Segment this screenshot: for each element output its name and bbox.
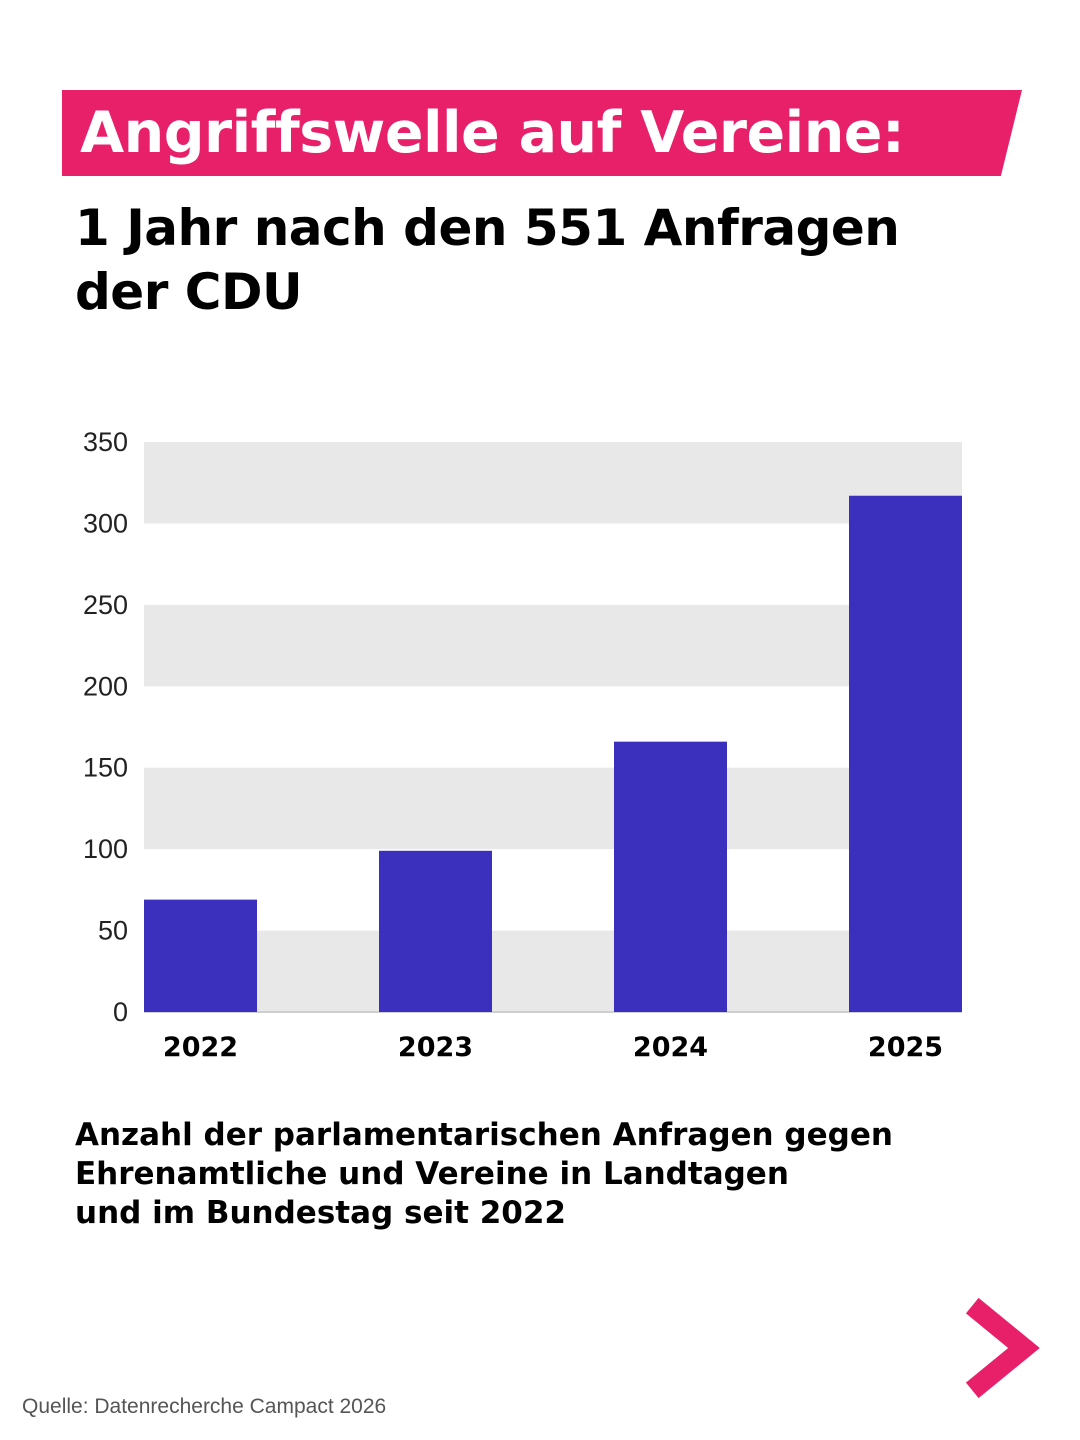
bar	[379, 850, 492, 1012]
bar	[144, 899, 257, 1012]
x-tick-label: 2023	[398, 1032, 473, 1063]
headline-banner	[62, 90, 1022, 176]
headline: Angriffswelle auf Vereine:	[80, 100, 905, 166]
y-tick-label: 150	[83, 753, 128, 783]
grid-band	[144, 604, 962, 687]
y-tick-label: 0	[113, 997, 128, 1027]
chart-caption: Anzahl der parlamentarischen Anfragen ge…	[75, 1116, 975, 1233]
bar	[614, 741, 727, 1012]
bar	[849, 495, 962, 1012]
caption-line: Anzahl der parlamentarischen Anfragen ge…	[75, 1117, 893, 1153]
y-tick-label: 100	[83, 834, 128, 864]
bar-chart: 0 50 100 150 200 250 300 350 2022 2023 2024 2025	[83, 427, 962, 1063]
subtitle: 1 Jahr nach den 551 Anfragen der CDU	[75, 199, 900, 321]
caption-line: und im Bundestag seit 2022	[75, 1195, 566, 1231]
chevron-right-icon-glyph	[965, 1297, 1040, 1399]
y-tick-label: 200	[83, 671, 128, 701]
y-tick-label: 300	[83, 508, 128, 538]
chevron-right-icon[interactable]	[960, 1296, 1044, 1400]
caption-line: Ehrenamtliche und Vereine in Landtagen	[75, 1156, 789, 1192]
y-tick-label: 50	[98, 916, 128, 946]
x-tick-label: 2024	[633, 1032, 708, 1063]
y-tick-label: 350	[83, 427, 128, 457]
x-tick-label: 2025	[868, 1032, 943, 1063]
x-tick-label: 2022	[163, 1032, 238, 1063]
grid-band	[144, 930, 962, 1012]
y-tick-label: 250	[83, 590, 128, 620]
grid-band	[144, 442, 962, 524]
grid-band	[144, 767, 962, 850]
source-note: Quelle: Datenrecherche Campact 2026	[22, 1395, 387, 1418]
